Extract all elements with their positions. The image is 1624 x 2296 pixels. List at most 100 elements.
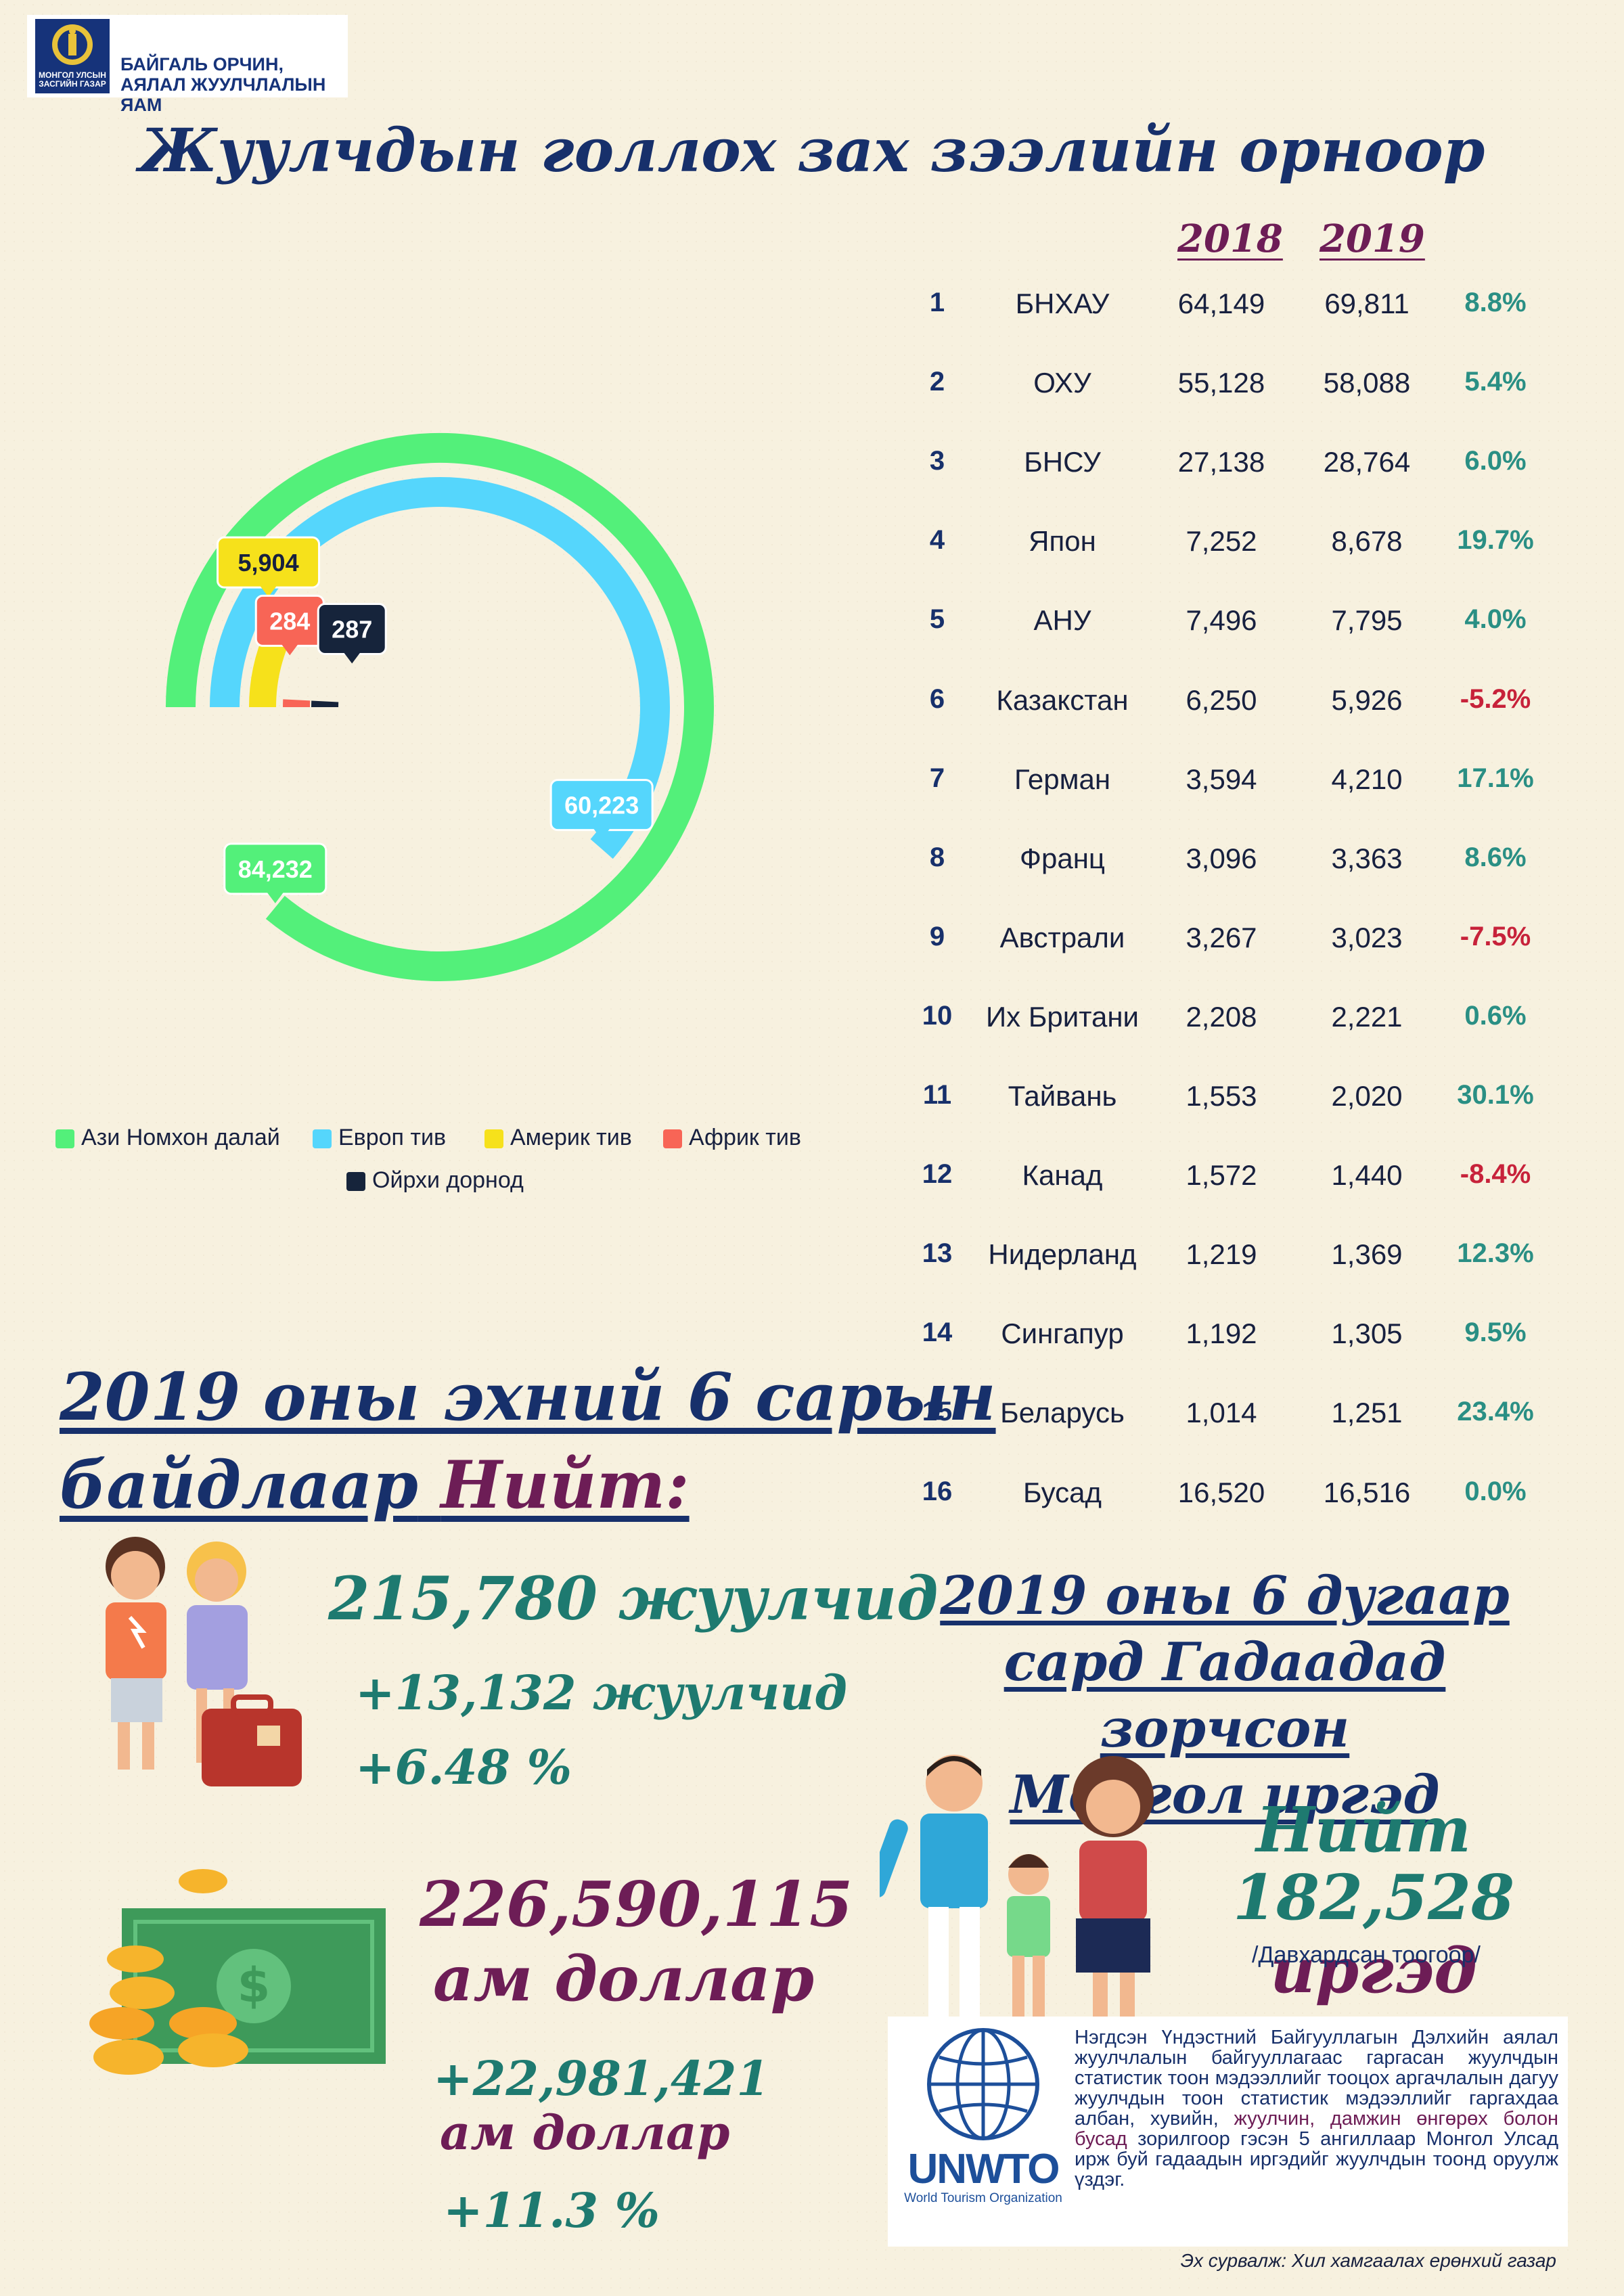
change-cell: 30.1% xyxy=(1457,1080,1534,1110)
value-2019-cell: 5,926 xyxy=(1331,683,1403,716)
emblem-caption: МОНГОЛ УЛСЫН ЗАСГИЙН ГАЗАР xyxy=(39,70,106,89)
legend-label-asia: Ази Номхон далай xyxy=(81,1125,280,1150)
change-cell: 4.0% xyxy=(1464,604,1527,635)
svg-text:$: $ xyxy=(238,1958,271,2013)
value-2019-cell: 16,516 xyxy=(1323,1476,1411,1508)
value-2019-cell: 4,210 xyxy=(1331,763,1403,795)
outbound-heading-line1: 2019 оны 6 дугаар xyxy=(940,1565,1510,1627)
change-cell: 5.4% xyxy=(1464,367,1527,397)
callout-europe: 60,223 xyxy=(549,779,654,840)
rank-cell: 1 xyxy=(929,288,945,317)
children-suitcase-illustration xyxy=(106,1537,302,1786)
value-2018-cell: 55,128 xyxy=(1177,367,1265,399)
value-2018-cell: 1,553 xyxy=(1186,1080,1257,1112)
value-2019-cell: 8,678 xyxy=(1331,525,1403,558)
value-2019-cell: 3,023 xyxy=(1331,921,1403,953)
outbound-note: /Давхардсан тоогоор/ xyxy=(1252,1942,1481,1968)
change-cell: 0.0% xyxy=(1464,1476,1527,1506)
donut-arc-asia xyxy=(166,433,714,981)
value-2018-cell: 27,138 xyxy=(1177,446,1265,478)
value-2019-cell: 1,251 xyxy=(1331,1397,1403,1429)
stats-heading-total: Нийт: xyxy=(441,1447,690,1523)
outbound-total: 182,528 иргэд xyxy=(1184,1861,1563,2007)
table-row: 12 Канад 1,572 1,440 -8.4% xyxy=(880,1159,1570,1213)
column-header-2019: 2019 xyxy=(1320,217,1425,261)
value-2019-cell: 1,440 xyxy=(1331,1159,1403,1192)
revenue-delta: +22,981,421 xyxy=(433,2050,770,2107)
value-2018-cell: 7,496 xyxy=(1186,604,1257,637)
value-2019-cell: 2,221 xyxy=(1331,1000,1403,1033)
table-row: 9 Австрали 3,267 3,023 -7.5% xyxy=(880,922,1570,976)
value-2018-cell: 6,250 xyxy=(1186,683,1257,716)
legend-swatch-middle-east xyxy=(346,1172,365,1192)
legend-label-europe: Европ тив xyxy=(338,1125,447,1150)
country-cell: Канад xyxy=(1022,1159,1103,1192)
value-2019-cell: 28,764 xyxy=(1323,446,1411,478)
value-2018-cell: 2,208 xyxy=(1186,1000,1257,1033)
table-row: 11 Тайвань 1,553 2,020 30.1% xyxy=(880,1080,1570,1134)
change-cell: 8.6% xyxy=(1464,842,1527,872)
table-row: 5 АНУ 7,496 7,795 4.0% xyxy=(880,604,1570,658)
table-row: 6 Казакстан 6,250 5,926 -5.2% xyxy=(880,684,1570,738)
callout-label-asia: 84,232 xyxy=(238,855,313,883)
rank-cell: 6 xyxy=(929,683,945,714)
legend-item-africa: Африк тив xyxy=(663,1125,801,1152)
revenue-percent: +11.3 % xyxy=(443,2182,660,2238)
rank-cell: 8 xyxy=(929,842,945,872)
value-2018-cell: 16,520 xyxy=(1177,1476,1265,1508)
page-title: Жуулчдын голлох зах зээлийн орноор xyxy=(139,115,1485,185)
rank-cell: 10 xyxy=(922,1000,953,1031)
country-cell: Сингапур xyxy=(1001,1318,1124,1350)
change-cell: 8.8% xyxy=(1464,288,1527,317)
value-2018-cell: 1,014 xyxy=(1186,1397,1257,1429)
change-cell: 23.4% xyxy=(1457,1397,1534,1427)
value-2018-cell: 64,149 xyxy=(1177,288,1265,319)
rank-cell: 13 xyxy=(922,1238,953,1269)
stats-heading-line2: байдлаар Нийт: xyxy=(60,1447,690,1523)
rank-cell: 2 xyxy=(929,367,945,397)
unwto-panel xyxy=(888,2017,1568,2247)
legend-item-europe: Европ тив xyxy=(313,1125,446,1152)
callout-label-middle-east: 287 xyxy=(332,616,372,644)
country-cell: Герман xyxy=(1014,763,1111,795)
change-cell: 12.3% xyxy=(1457,1238,1534,1269)
donut-arc-america xyxy=(249,636,288,708)
outbound-total-label: Нийт xyxy=(1255,1793,1472,1866)
ministry-name: БАЙГАЛЬ ОРЧИН, АЯЛАЛ ЖУУЛЧЛАЛЫН ЯАМ xyxy=(120,54,326,115)
change-cell: -7.5% xyxy=(1460,921,1531,951)
rank-cell: 16 xyxy=(922,1476,953,1506)
change-cell: 17.1% xyxy=(1457,763,1534,793)
legend-swatch-europe xyxy=(313,1129,332,1149)
table-row: 1 БНХАУ 64,149 69,811 8.8% xyxy=(880,288,1570,342)
revenue-unit: ам доллар xyxy=(433,1942,815,2015)
table-row: 14 Сингапур 1,192 1,305 9.5% xyxy=(880,1318,1570,1372)
table-row: 3 БНСУ 27,138 28,764 6.0% xyxy=(880,446,1570,500)
legend-label-america: Америк тив xyxy=(510,1125,632,1150)
country-cell: ОХУ xyxy=(1033,367,1091,399)
family-illustration xyxy=(880,1755,1154,2022)
tourists-total: 215,780 жуулчид xyxy=(328,1563,939,1634)
rank-cell: 14 xyxy=(922,1318,953,1348)
revenue-delta-unit: ам доллар xyxy=(440,2104,730,2161)
callout-africa: 284 xyxy=(254,594,325,656)
revenue-total: 226,590,115 xyxy=(420,1868,853,1941)
table-row: 15 Беларусь 1,014 1,251 23.4% xyxy=(880,1397,1570,1451)
change-cell: 0.6% xyxy=(1464,1000,1527,1031)
legend-item-asia: Ази Номхон далай xyxy=(55,1125,280,1152)
country-cell: Нидерланд xyxy=(988,1238,1137,1271)
money-illustration: $ xyxy=(89,1869,386,2075)
country-cell: Бусад xyxy=(1022,1476,1102,1508)
region-donut-chart: 84,232 60,223 5,904 284 287 xyxy=(166,433,714,981)
country-cell: БНСУ xyxy=(1024,446,1101,478)
table-row: 10 Их Британи 2,208 2,221 0.6% xyxy=(880,1001,1570,1055)
legend-swatch-asia xyxy=(55,1129,74,1149)
unwto-description: Нэгдсэн Үндэстний Байгууллагын Дэлхийн а… xyxy=(1075,2027,1558,2190)
change-cell: 9.5% xyxy=(1464,1318,1527,1348)
value-2019-cell: 3,363 xyxy=(1331,842,1403,874)
legend-item-america: Америк тив xyxy=(484,1125,632,1152)
value-2018-cell: 3,096 xyxy=(1186,842,1257,874)
table-row: 13 Нидерланд 1,219 1,369 12.3% xyxy=(880,1238,1570,1292)
source-note: Эх сурвалж: Хил хамгаалах ерөнхий газар xyxy=(1180,2250,1556,2271)
rank-cell: 3 xyxy=(929,446,945,476)
callout-label-america: 5,904 xyxy=(238,549,299,577)
